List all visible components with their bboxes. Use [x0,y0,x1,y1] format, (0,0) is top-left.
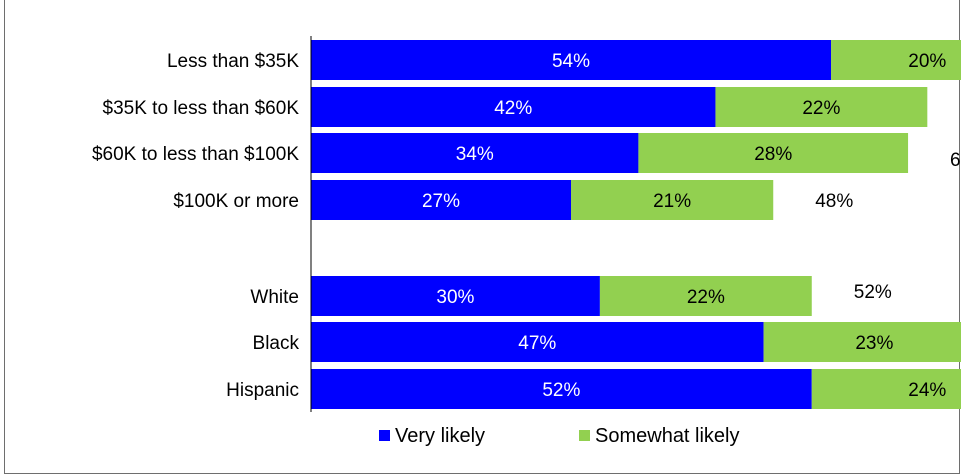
bar-very-likely [311,276,600,316]
chart-frame: Less than $35K $35K to less than $60K $60K… [4,0,961,474]
data-label-somewhat-likely: 22% [687,287,725,308]
data-label-somewhat-likely: 23% [855,333,893,354]
data-label-very-likely: 30% [436,287,474,308]
total-label: 48% [815,191,853,212]
bar-very-likely [311,133,639,173]
total-label: 52% [854,282,892,303]
data-label-very-likely: 34% [456,144,494,165]
bar-somewhat-likely [638,133,909,173]
bar-very-likely [311,369,812,409]
bar-very-likely [311,180,572,220]
data-label-somewhat-likely: 22% [802,98,840,119]
category-label: Hispanic [226,380,299,401]
category-label: Less than $35K [167,51,299,72]
data-label-very-likely: 52% [542,380,580,401]
data-label-very-likely: 54% [552,51,590,72]
bar-somewhat-likely [811,369,961,409]
legend-label: Very likely [395,425,485,447]
data-label-very-likely: 42% [494,98,532,119]
legend-swatch [579,430,590,441]
category-label: Black [253,333,300,354]
stacked-bar-chart: Less than $35K $35K to less than $60K $60K… [92,36,961,447]
legend-swatch [379,430,390,441]
segment-labels: 54% 20% 42% 22% 34% 28% 27% 21% 30% 22% 47% 23% 52% 2… [422,51,946,401]
bar-somewhat-likely [599,276,812,316]
total-label: 62% [950,150,961,171]
bar-somewhat-likely [715,87,928,127]
data-label-very-likely: 27% [422,191,460,212]
data-label-very-likely: 47% [518,333,556,354]
legend-label: Somewhat likely [595,425,740,447]
bar-very-likely [311,87,716,127]
bar-somewhat-likely [763,322,961,362]
bar-very-likely [311,322,764,362]
category-labels: Less than $35K $35K to less than $60K $60K… [92,51,300,401]
data-label-somewhat-likely: 20% [908,51,946,72]
category-label: $35K to less than $60K [103,98,300,119]
category-label: $100K or more [173,191,299,212]
category-label: White [250,287,299,308]
data-label-somewhat-likely: 28% [754,144,792,165]
category-label: $60K to less than $100K [92,144,299,165]
total-labels: 74%64%62%48%52%70%76% [815,150,961,303]
bar-very-likely [311,40,832,80]
data-label-somewhat-likely: 21% [653,191,691,212]
legend: Very likely Somewhat likely [379,425,740,447]
bar-somewhat-likely [831,40,961,80]
data-label-somewhat-likely: 24% [908,380,946,401]
bar-segments [311,40,961,409]
bar-somewhat-likely [571,180,774,220]
